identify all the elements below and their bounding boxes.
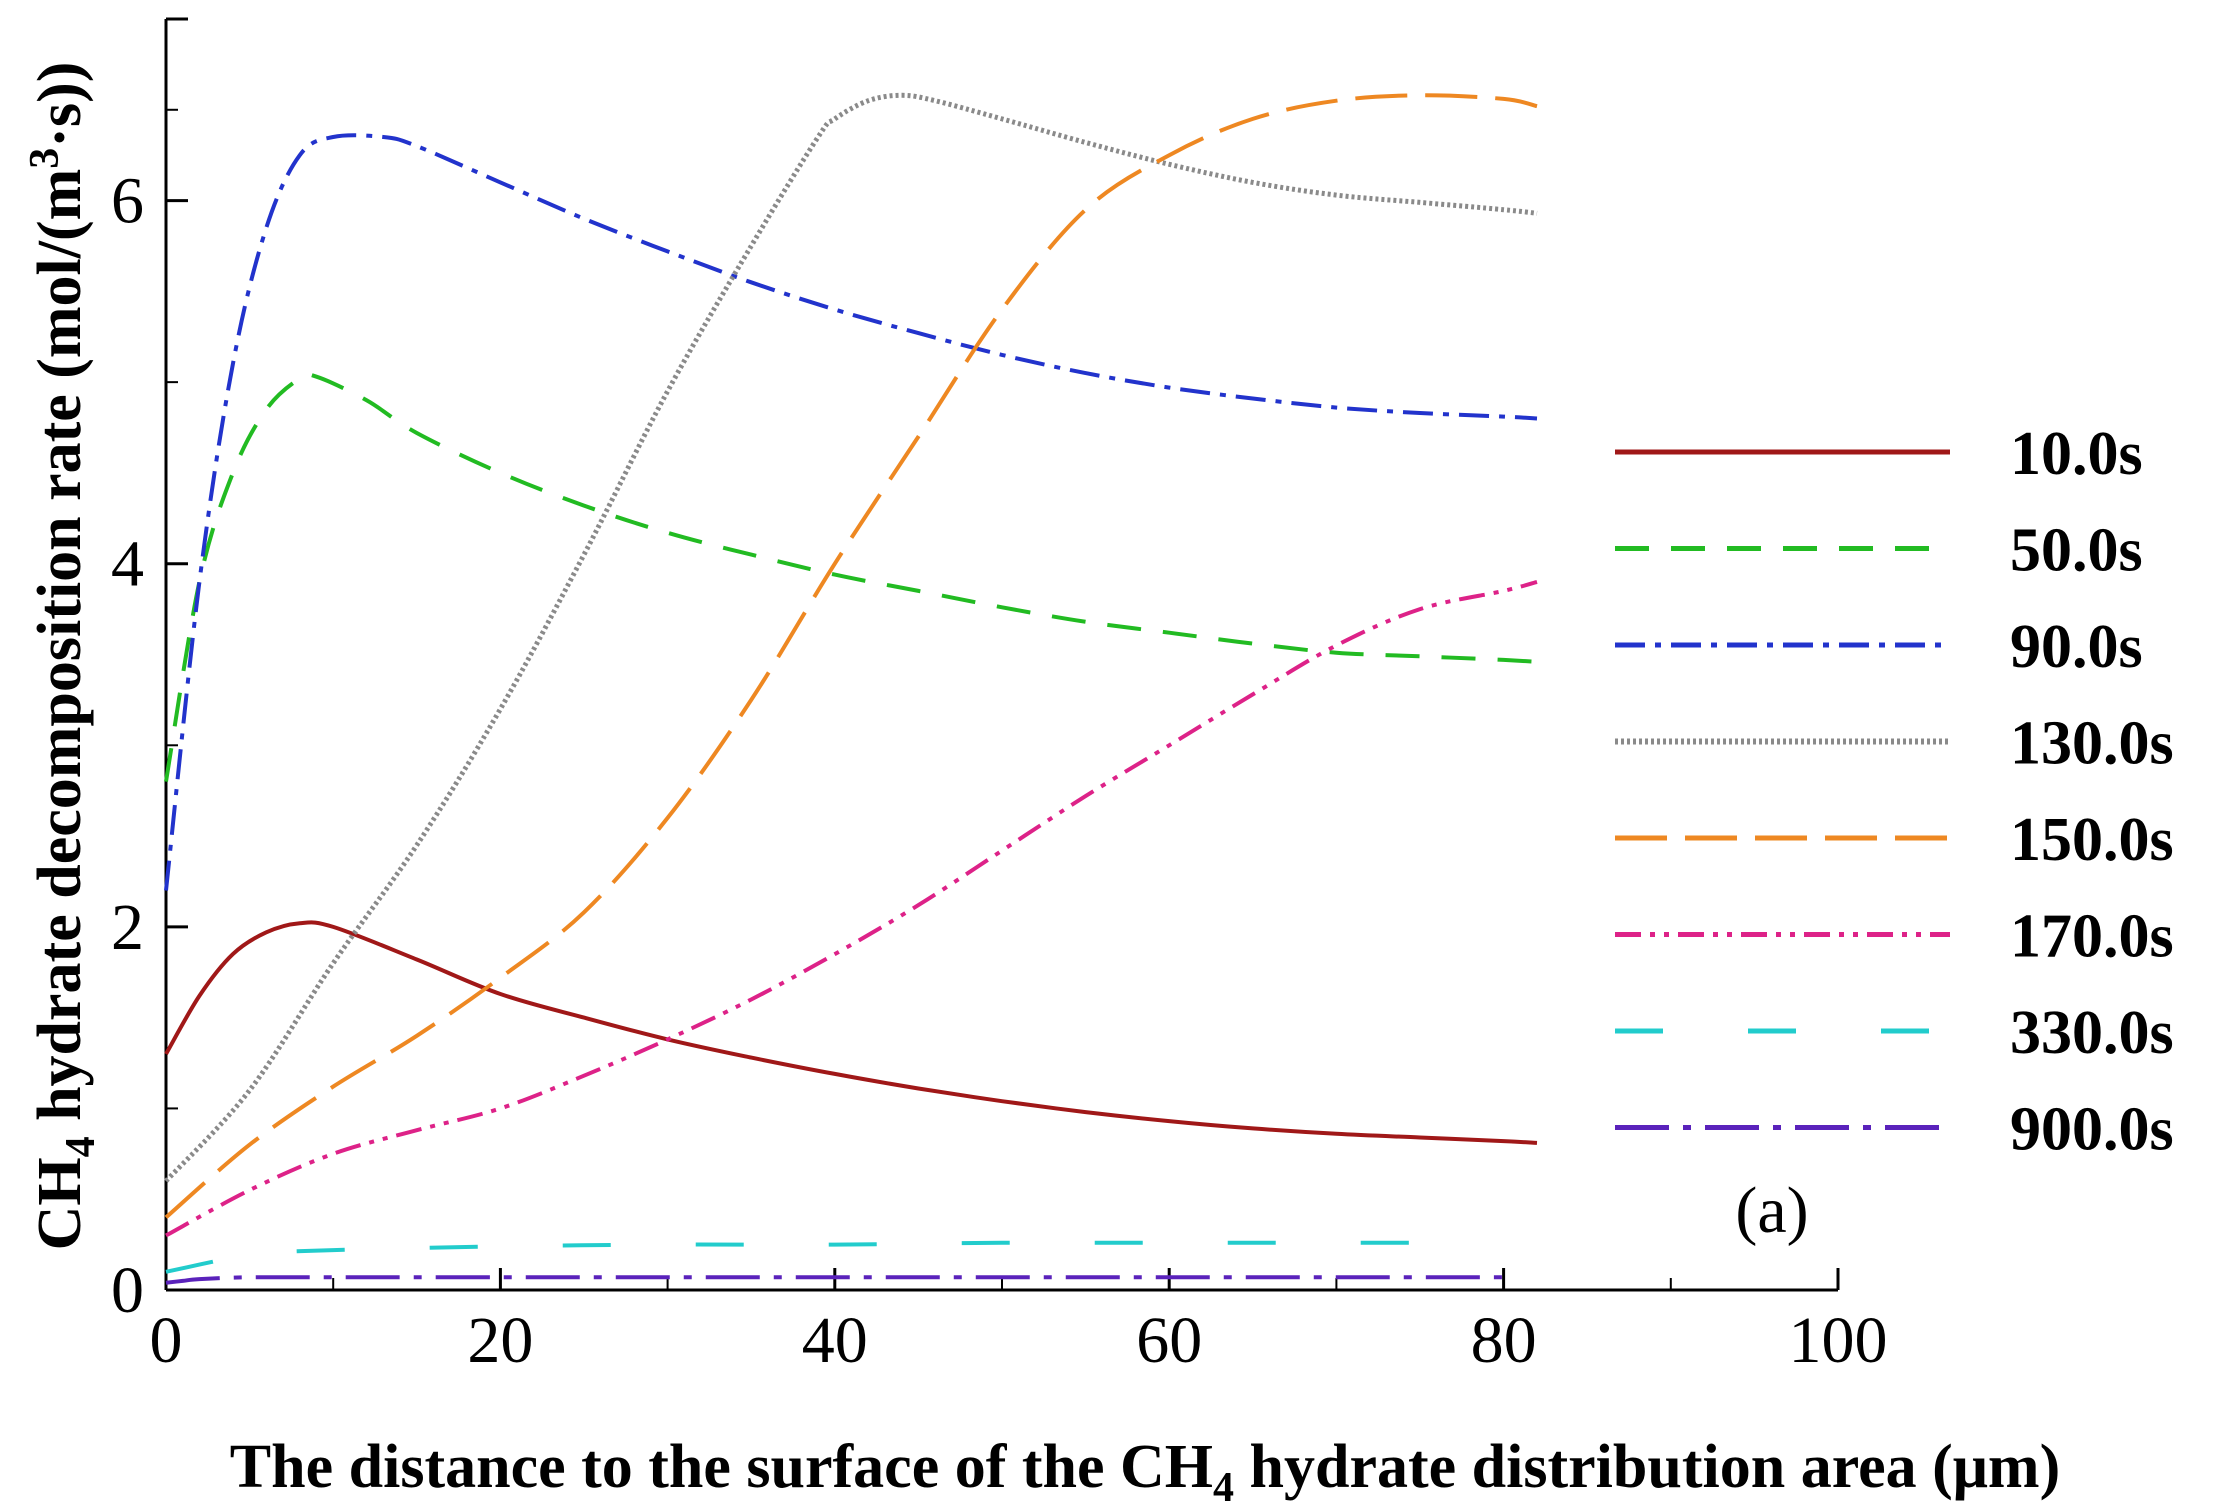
y-ticks: 0 2 4 6 [111, 17, 188, 1327]
series-line-130.0s [164, 92, 1538, 1183]
legend-label-900.0s: 900.0s [2010, 1096, 2174, 1164]
x-axis-title: The distance to the surface of the CH4 h… [230, 1433, 2060, 1504]
x-tick-label: 60 [1136, 1304, 1202, 1377]
series-line-330.0s [165, 1240, 1471, 1274]
legend-label-330.0s: 330.0s [2010, 999, 2174, 1067]
y-axis-title-mid: hydrate decomposition rate (mol/(m [26, 169, 94, 1137]
legend: 10.0s 50.0s 90.0s 130.0s 150.0s 170.0s 330.0s 9… [1615, 420, 2174, 1164]
y-axis-title-sup: 3 [22, 148, 68, 169]
x-tick-label: 40 [802, 1304, 868, 1377]
x-tick-label: 80 [1471, 1304, 1537, 1377]
x-tick-label: 20 [467, 1304, 533, 1377]
series-line-10.0s [164, 920, 1538, 1145]
series-line-900.0s [165, 1275, 1504, 1285]
y-axis-title: CH4 hydrate decomposition rate (mol/(m3·… [22, 62, 104, 1251]
y-tick-label: 2 [111, 891, 144, 964]
series-line-170.0s [165, 579, 1538, 1238]
legend-label-170.0s: 170.0s [2010, 903, 2174, 971]
y-tick-label: 0 [111, 1254, 144, 1327]
series-line-50.0s [164, 372, 1538, 782]
y-axis-title-suffix: ·s)) [26, 62, 94, 148]
y-axis-title-prefix: CH [26, 1157, 94, 1250]
x-axis-title-suffix: hydrate distribution area (μm) [1234, 1433, 2060, 1501]
series-line-150.0s [164, 93, 1538, 1219]
series-layer [164, 92, 1538, 1285]
y-tick-label: 4 [111, 528, 144, 601]
panel-label: (a) [1735, 1174, 1808, 1247]
series-line-90.0s [164, 133, 1538, 891]
legend-label-90.0s: 90.0s [2010, 613, 2143, 681]
x-axis-title-sub: 4 [1213, 1465, 1234, 1504]
y-tick-label: 6 [111, 165, 144, 238]
legend-label-10.0s: 10.0s [2010, 420, 2143, 488]
x-tick-label: 100 [1789, 1304, 1888, 1377]
legend-label-130.0s: 130.0s [2010, 710, 2174, 778]
legend-label-50.0s: 50.0s [2010, 517, 2143, 585]
legend-label-150.0s: 150.0s [2010, 806, 2174, 874]
x-ticks: 0 20 40 60 80 100 [150, 1268, 1888, 1377]
x-tick-label: 0 [150, 1304, 183, 1377]
x-axis-title-prefix: The distance to the surface of the CH [230, 1433, 1213, 1501]
y-axis-title-sub: 4 [58, 1136, 104, 1157]
